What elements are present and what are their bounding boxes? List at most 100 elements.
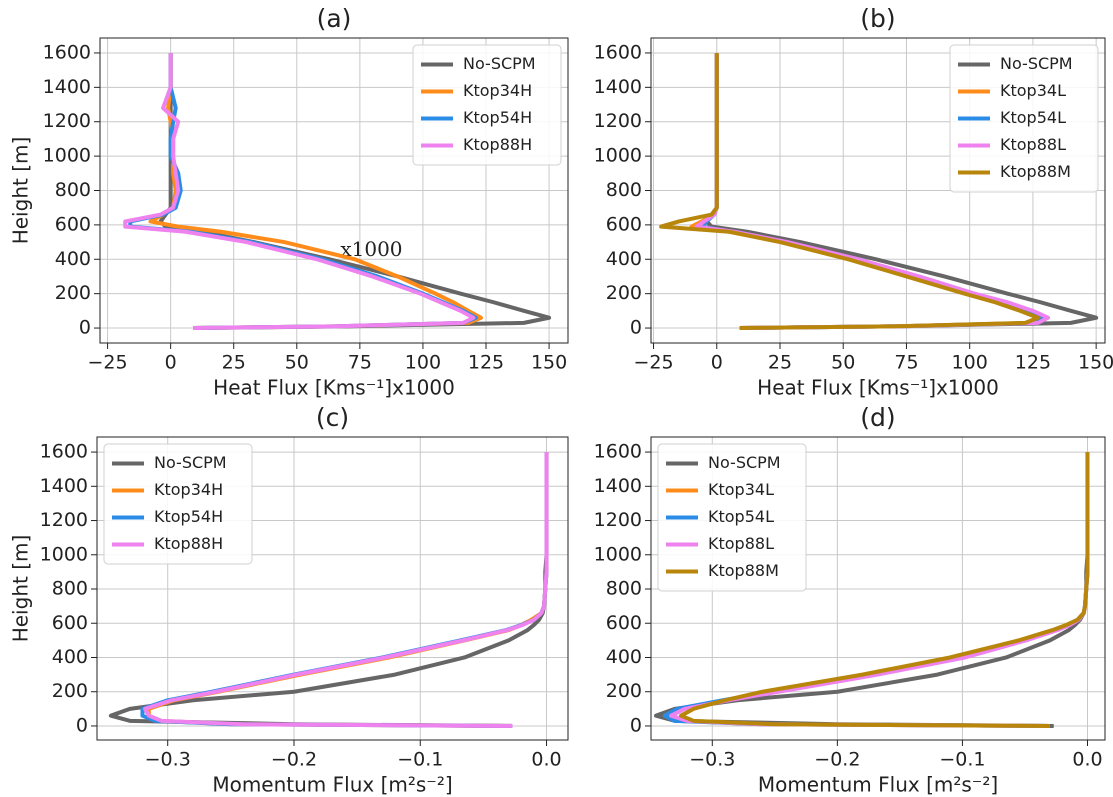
y-tick-label: 1000	[594, 145, 642, 167]
legend-label: Ktop34L	[708, 480, 774, 499]
panel: −25 0 25 50 75 100 125 150 0 200 400 600 800 1000 1200…	[594, 4, 1113, 400]
y-tick-label: 0	[630, 317, 642, 339]
x-tick-label: 125	[468, 352, 504, 374]
y-tick-label: 1200	[43, 110, 91, 132]
y-tick-label: 400	[606, 248, 642, 270]
x-tick-label: 0	[711, 352, 723, 374]
plot-frame	[99, 37, 569, 344]
plot-frame	[650, 37, 1106, 344]
profile-line	[679, 452, 1090, 728]
y-tick-label: 1600	[40, 441, 88, 463]
legend-label: Ktop54H	[154, 507, 223, 526]
y-tick-label: 600	[52, 612, 88, 634]
legend-label: Ktop88L	[1000, 135, 1066, 154]
y-tick-label: 200	[606, 680, 642, 702]
y-axis-label: Height [m]	[9, 535, 33, 643]
y-tick-label: 1400	[594, 475, 642, 497]
panel-title: (a)	[317, 4, 352, 33]
y-tick-label: 400	[55, 248, 91, 270]
x-tick-label: −0.3	[689, 749, 735, 771]
profile-line	[123, 52, 476, 331]
x-tick-label: −0.2	[814, 749, 860, 771]
y-tick-label: 1600	[43, 41, 91, 63]
y-axis-label: Height [m]	[9, 137, 33, 245]
legend-label: No-SCPM	[463, 54, 536, 73]
y-tick-label: 1000	[594, 543, 642, 565]
legend: No-SCPM Ktop34L Ktop54L Ktop88L Ktop88M	[657, 443, 807, 592]
y-tick-label: 200	[55, 282, 91, 304]
x-tick-label: 100	[952, 352, 988, 374]
panel-title: (d)	[860, 403, 895, 432]
legend: No-SCPM Ktop34H Ktop54H Ktop88H	[103, 443, 253, 565]
x-tick-label: 50	[831, 352, 855, 374]
y-tick-label: 200	[606, 282, 642, 304]
legend-label: Ktop34L	[1000, 81, 1066, 100]
x-tick-label: −25	[88, 352, 128, 374]
y-tick-label: 1200	[594, 509, 642, 531]
legend-label: Ktop88M	[708, 561, 779, 580]
panel-title: (c)	[316, 403, 349, 432]
panel: −0.3 −0.2 −0.1 0.0 0 200 400 600 800 1000 1200 1400…	[9, 403, 569, 797]
profile-line	[659, 52, 1040, 331]
legend-label: Ktop54L	[708, 507, 774, 526]
x-tick-label: −0.1	[939, 749, 985, 771]
y-tick-label: 1000	[43, 145, 91, 167]
y-tick-label: 1200	[40, 509, 88, 531]
y-tick-label: 800	[52, 578, 88, 600]
y-tick-label: 1400	[43, 76, 91, 98]
x-tick-label: −0.3	[145, 749, 191, 771]
profile-line	[142, 452, 549, 728]
y-tick-label: 800	[606, 179, 642, 201]
y-tick-label: 400	[52, 646, 88, 668]
y-tick-label: 600	[606, 213, 642, 235]
y-tick-label: 1400	[594, 76, 642, 98]
x-tick-label: 0.0	[1072, 749, 1102, 771]
y-tick-label: 800	[606, 578, 642, 600]
x-axis-label: Heat Flux [Kms⁻¹]x1000	[213, 376, 455, 400]
legend-box	[103, 443, 253, 565]
x-tick-label: 0	[165, 352, 177, 374]
x-tick-label: 25	[222, 352, 246, 374]
x-tick-label: 0.0	[531, 749, 561, 771]
y-tick-label: 600	[55, 213, 91, 235]
legend-label: Ktop54H	[463, 108, 532, 127]
legend-label: Ktop34H	[463, 81, 532, 100]
y-tick-label: 1000	[40, 543, 88, 565]
legend-label: Ktop88L	[708, 534, 774, 553]
x-tick-label: 75	[894, 352, 918, 374]
legend-label: No-SCPM	[154, 453, 227, 472]
y-tick-label: 600	[606, 612, 642, 634]
x-tick-label: 125	[1015, 352, 1051, 374]
y-tick-label: 0	[76, 714, 88, 736]
plot-frame	[96, 436, 569, 741]
x-tick-label: −0.1	[397, 749, 443, 771]
y-tick-label: 1200	[594, 110, 642, 132]
x-tick-label: −0.2	[271, 749, 317, 771]
legend-label: No-SCPM	[708, 453, 781, 472]
y-tick-label: 400	[606, 646, 642, 668]
x-axis-label: Heat Flux [Kms⁻¹]x1000	[757, 376, 999, 400]
x-axis-label: Momentum Flux [m²s⁻²]	[758, 773, 998, 797]
legend-label: Ktop88M	[1000, 162, 1071, 181]
panel: −0.3 −0.2 −0.1 0.0 0 200 400 600 800 1000 1200 1400…	[594, 403, 1106, 797]
legend: No-SCPM Ktop34L Ktop54L Ktop88L Ktop88M	[949, 44, 1099, 193]
x-tick-label: 75	[348, 352, 372, 374]
legend-label: Ktop34H	[154, 480, 223, 499]
legend-label: Ktop88H	[463, 135, 532, 154]
x-tick-label: 150	[1078, 352, 1113, 374]
panel-title: (b)	[860, 4, 895, 33]
y-tick-label: 200	[52, 680, 88, 702]
legend-box	[949, 44, 1099, 193]
legend: No-SCPM Ktop34H Ktop54H Ktop88H	[412, 44, 562, 166]
x-tick-label: −25	[633, 352, 673, 374]
legend-box	[412, 44, 562, 166]
y-tick-label: 800	[55, 179, 91, 201]
x-axis-label: Momentum Flux [m²s⁻²]	[212, 773, 452, 797]
x-tick-label: 150	[531, 352, 567, 374]
x-tick-label: 25	[768, 352, 792, 374]
legend-label: No-SCPM	[1000, 54, 1073, 73]
y-tick-label: 0	[630, 714, 642, 736]
legend-label: Ktop54L	[1000, 108, 1066, 127]
y-tick-label: 1400	[40, 475, 88, 497]
